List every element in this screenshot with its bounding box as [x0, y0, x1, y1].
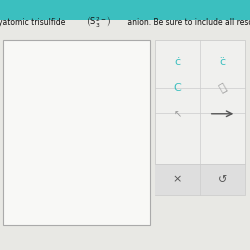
Bar [0, 0, 250, 20]
Bar [155, 164, 245, 195]
Text: $\left(\mathregular{S}_3^{2-}\right)$: $\left(\mathregular{S}_3^{2-}\right)$ [86, 14, 111, 29]
Text: ↺: ↺ [218, 174, 227, 184]
Text: c̈: c̈ [220, 57, 226, 67]
Text: yatomic trisulfide: yatomic trisulfide [0, 18, 67, 27]
Text: anion. Be sure to include all resonance: anion. Be sure to include all resonance [125, 18, 250, 27]
Bar [2, 40, 150, 225]
Bar [155, 40, 245, 195]
Text: ↖: ↖ [174, 109, 182, 119]
Text: C: C [174, 83, 182, 93]
Text: ×: × [173, 174, 182, 184]
Text: ⬥: ⬥ [217, 82, 228, 94]
Text: ċ: ċ [174, 57, 180, 67]
